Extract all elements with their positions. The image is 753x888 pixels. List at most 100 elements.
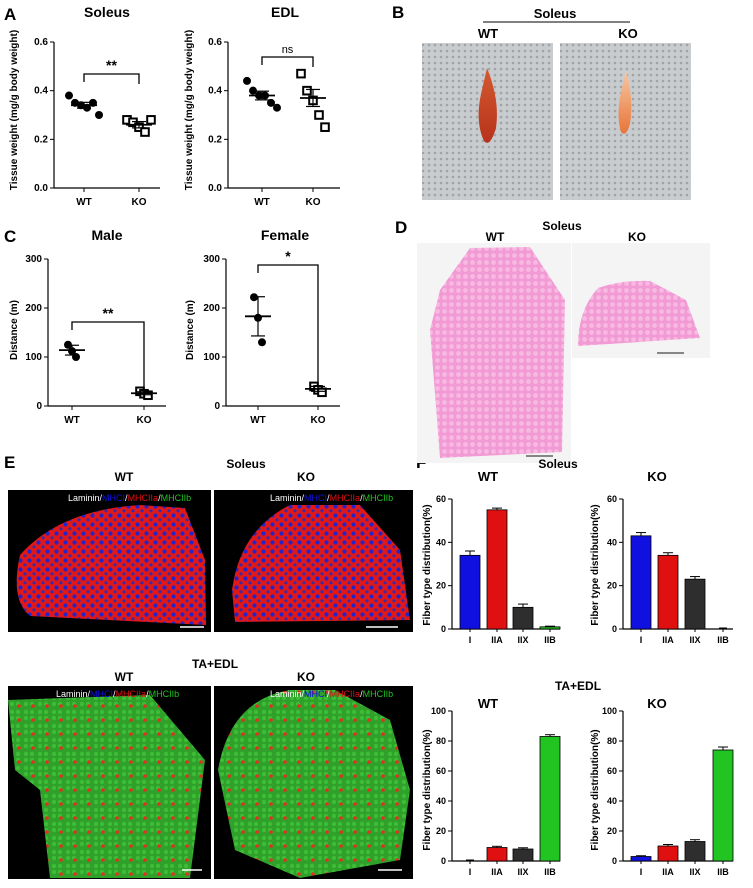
x-tick-label: WT — [250, 415, 266, 426]
panel-b-title: Soleus — [534, 6, 577, 21]
y-tick-label: 0.2 — [34, 134, 48, 145]
y-tick-label: 60 — [607, 766, 617, 776]
y-tick-label: 0 — [214, 401, 220, 412]
panel-d-ko-label: KO — [628, 230, 646, 244]
bar-i — [630, 535, 652, 630]
y-axis-label: Fiber type distribution(%) — [422, 729, 433, 850]
panel-f-ta-title: TA+EDL — [555, 679, 601, 693]
x-tick-label: IIB — [717, 867, 729, 877]
chart-f2: KO Fiber type distribution(%) 0 20 40 60 I IIA I… — [590, 469, 733, 645]
chart-c1: Male Distance (m) 0 100 200 300 WT KO ** — [9, 227, 166, 426]
stain-mhci-text: MHCI — [90, 689, 113, 699]
significance-label: * — [285, 248, 291, 264]
y-tick-label: 0.2 — [208, 134, 222, 145]
chart-title: KO — [647, 469, 667, 484]
panel-b-ko-muscle — [618, 70, 632, 134]
x-tick-label: IIB — [717, 635, 729, 645]
data-point-wt — [65, 91, 73, 100]
x-tick-label: IIA — [491, 635, 503, 645]
panel-d-wt-label: WT — [486, 230, 505, 244]
y-tick-label: 100 — [602, 706, 617, 716]
x-tick-label: KO — [137, 415, 152, 426]
data-point-ko — [320, 122, 330, 132]
panel-e-ko2-label: KO — [297, 670, 315, 684]
y-tick-label: 80 — [436, 736, 446, 746]
x-tick-label: WT — [254, 197, 270, 208]
stain-slash-text: / — [100, 493, 103, 503]
data-point-wt — [249, 86, 257, 95]
y-tick-label: 20 — [436, 581, 446, 591]
x-tick-label: IIA — [662, 635, 674, 645]
data-point-wt — [273, 103, 281, 112]
chart-f4: KO Fiber type distribution(%) 0 20 40 60 80 100… — [590, 696, 734, 877]
bar-iia — [657, 845, 679, 862]
panel-e-ko1-label: KO — [297, 470, 315, 484]
y-tick-label: 0 — [36, 401, 42, 412]
panel-b: Soleus WT KO — [422, 6, 691, 200]
y-axis-label: Fiber type distribution(%) — [590, 729, 601, 850]
x-tick-label: WT — [76, 197, 92, 208]
panel-e-soleus-title: Soleus — [226, 457, 266, 471]
x-tick-label: KO — [311, 415, 326, 426]
x-tick-label: KO — [306, 197, 321, 208]
bar-iia — [657, 554, 679, 630]
y-axis-label: Fiber type distribution(%) — [590, 504, 601, 625]
stain-laminin-text: Laminin — [270, 493, 302, 503]
panel-e-wt-soleus-section — [16, 505, 206, 625]
y-axis-label: Distance (m) — [9, 300, 20, 360]
stain-laminin-text: Laminin — [270, 689, 302, 699]
data-point-wt — [258, 338, 266, 347]
chart-title: Male — [91, 227, 122, 243]
y-tick-label: 80 — [607, 736, 617, 746]
panel-letter-b: B — [392, 3, 404, 22]
x-tick-label: IIX — [517, 635, 528, 645]
stain-mhciib-text: MHCIIb — [363, 493, 394, 503]
x-tick-label: I — [640, 635, 643, 645]
x-tick-label: IIX — [517, 867, 528, 877]
y-tick-label: 100 — [25, 352, 42, 363]
panel-e-wt-ta-section — [8, 695, 205, 878]
panel-b-wt-muscle — [478, 68, 497, 143]
stain-slash-text: / — [146, 689, 149, 699]
y-axis-label: Tissue weight (mg/g body weight) — [184, 30, 195, 190]
stain-laminin-text: Laminin — [68, 493, 100, 503]
y-tick-label: 20 — [607, 826, 617, 836]
x-tick-label: IIB — [544, 867, 556, 877]
stain-mhci-text: MHCI — [304, 689, 327, 699]
y-tick-label: 0.6 — [34, 37, 48, 48]
x-tick-label: I — [469, 635, 472, 645]
x-tick-label: IIB — [544, 635, 556, 645]
panel-letter-e: E — [4, 453, 15, 472]
panel-letter-c: C — [4, 227, 16, 246]
stain-mhciib-text: MHCIIb — [363, 689, 394, 699]
stain-slash-text: / — [327, 493, 330, 503]
stain-slash-text: / — [158, 493, 161, 503]
y-tick-label: 200 — [203, 303, 220, 314]
chart-f1: WT Fiber type distribution(%) 0 20 40 60 I IIA I… — [422, 469, 561, 645]
x-tick-label: IIA — [491, 867, 503, 877]
panel-e-ko-ta-section — [218, 690, 410, 878]
y-tick-label: 40 — [436, 796, 446, 806]
stain-slash-text: / — [125, 493, 128, 503]
stain-mhciia-text: MHCIIa — [330, 493, 361, 503]
chart-title: Female — [261, 227, 309, 243]
stain-label-2: Laminin/MHCI/MHCIIa/MHCIIb — [56, 689, 179, 699]
chart-a2: EDL Tissue weight (mg/g body weight) 0.0 0.… — [184, 4, 340, 208]
bar-iix — [512, 848, 534, 862]
y-tick-label: 40 — [436, 537, 446, 547]
data-point-wt — [95, 111, 103, 119]
panel-b-wt-label: WT — [478, 26, 498, 41]
data-point-wt — [243, 76, 251, 85]
panel-b-ko-label: KO — [618, 26, 638, 41]
bar-iia — [486, 509, 508, 630]
data-point-ko — [146, 115, 156, 125]
y-tick-label: 300 — [203, 254, 220, 265]
y-tick-label: 0 — [612, 624, 617, 634]
y-tick-label: 0.6 — [208, 37, 222, 48]
y-tick-label: 0.4 — [34, 86, 48, 97]
y-tick-label: 20 — [607, 581, 617, 591]
chart-title: WT — [478, 469, 498, 484]
y-tick-label: 0 — [441, 856, 446, 866]
y-tick-label: 200 — [25, 303, 42, 314]
panel-e-wt2-label: WT — [115, 670, 134, 684]
